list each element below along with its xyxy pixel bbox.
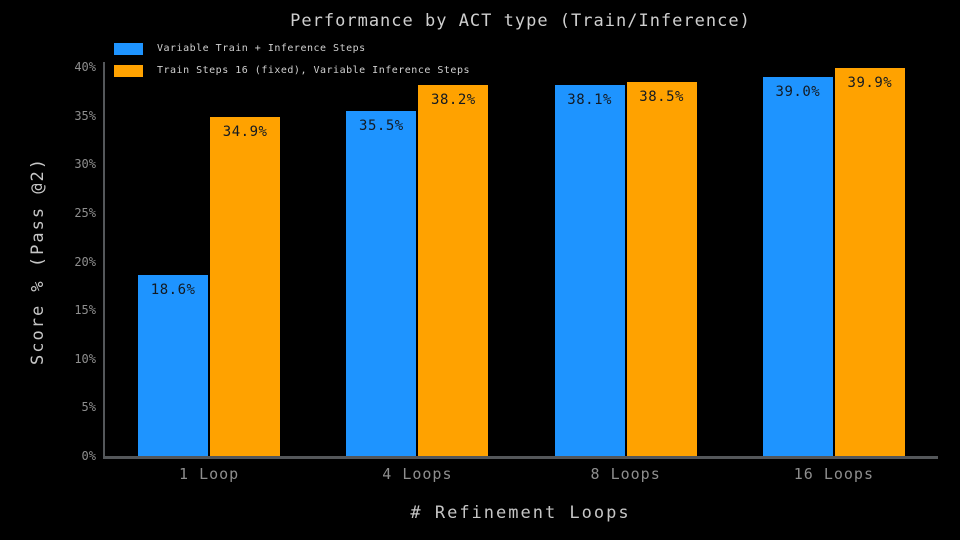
legend-swatch: [114, 42, 143, 55]
plot-area: 0% 5% 10% 15% 20% 25% 30% 35% 40% 18.6% 34.9% 1 Loo…: [74, 60, 938, 483]
y-axis-tick-label: 10%: [74, 351, 96, 366]
bar-value-label: 38.2%: [431, 91, 476, 108]
bar-blue-4-loops: 35.5%: [346, 110, 417, 456]
chart-title: Performance by ACT type (Train/Inference…: [290, 11, 751, 31]
y-axis-tick-label: 25%: [74, 205, 96, 220]
bar-blue-16-loops: 39.0%: [762, 76, 833, 456]
bar-blue-1-loop: 18.6%: [138, 275, 209, 456]
legend-label: Train Steps 16 (fixed), Variable Inferen…: [157, 65, 470, 76]
bar-orange-4-loops: 38.2%: [418, 84, 489, 456]
bar-value-label: 35.5%: [359, 117, 404, 134]
y-axis-tick-label: 15%: [74, 303, 96, 318]
x-axis-tick-label: 4 Loops: [382, 465, 453, 483]
bar-value-label: 34.9%: [222, 123, 268, 140]
bar-value-label: 39.9%: [847, 74, 893, 91]
y-axis-tick-label: 35%: [74, 108, 96, 123]
x-axis-label: # Refinement Loops: [410, 503, 631, 523]
x-axis-tick-label: 16 Loops: [793, 465, 874, 483]
bar-group: 38.1% 38.5% 8 Loops: [522, 62, 730, 483]
legend-item: Train Steps 16 (fixed), Variable Inferen…: [114, 64, 470, 77]
bar-value-label: 38.5%: [639, 88, 684, 105]
legend-item: Variable Train + Inference Steps: [114, 42, 470, 55]
legend-label: Variable Train + Inference Steps: [157, 43, 366, 54]
legend-swatch: [114, 64, 143, 77]
bar-group: 18.6% 34.9% 1 Loop: [105, 62, 313, 483]
bar-blue-8-loops: 38.1%: [554, 85, 625, 456]
legend: Variable Train + Inference Steps Train St…: [114, 42, 470, 86]
y-axis-tick-label: 0%: [81, 449, 96, 463]
y-axis-tick-label: 40%: [74, 60, 96, 74]
y-axis-tick-label: 20%: [74, 254, 96, 269]
y-axis-label: Score % (Pass @2): [28, 157, 48, 365]
bar-group: 35.5% 38.2% 4 Loops: [313, 62, 521, 483]
y-axis-tick-label: 5%: [81, 400, 96, 415]
y-axis-tick-label: 30%: [74, 157, 96, 172]
x-axis-tick-label: 1 Loop: [179, 465, 240, 483]
bar-orange-1-loop: 34.9%: [210, 116, 281, 456]
bar-value-label: 18.6%: [150, 282, 196, 299]
bar-value-label: 38.1%: [567, 92, 612, 109]
bar-orange-8-loops: 38.5%: [626, 81, 697, 456]
x-axis-tick-label: 8 Loops: [590, 465, 661, 483]
bar-value-label: 39.0%: [775, 83, 821, 100]
bar-orange-16-loops: 39.9%: [834, 67, 905, 456]
bar-group: 39.0% 39.9% 16 Loops: [730, 62, 938, 483]
